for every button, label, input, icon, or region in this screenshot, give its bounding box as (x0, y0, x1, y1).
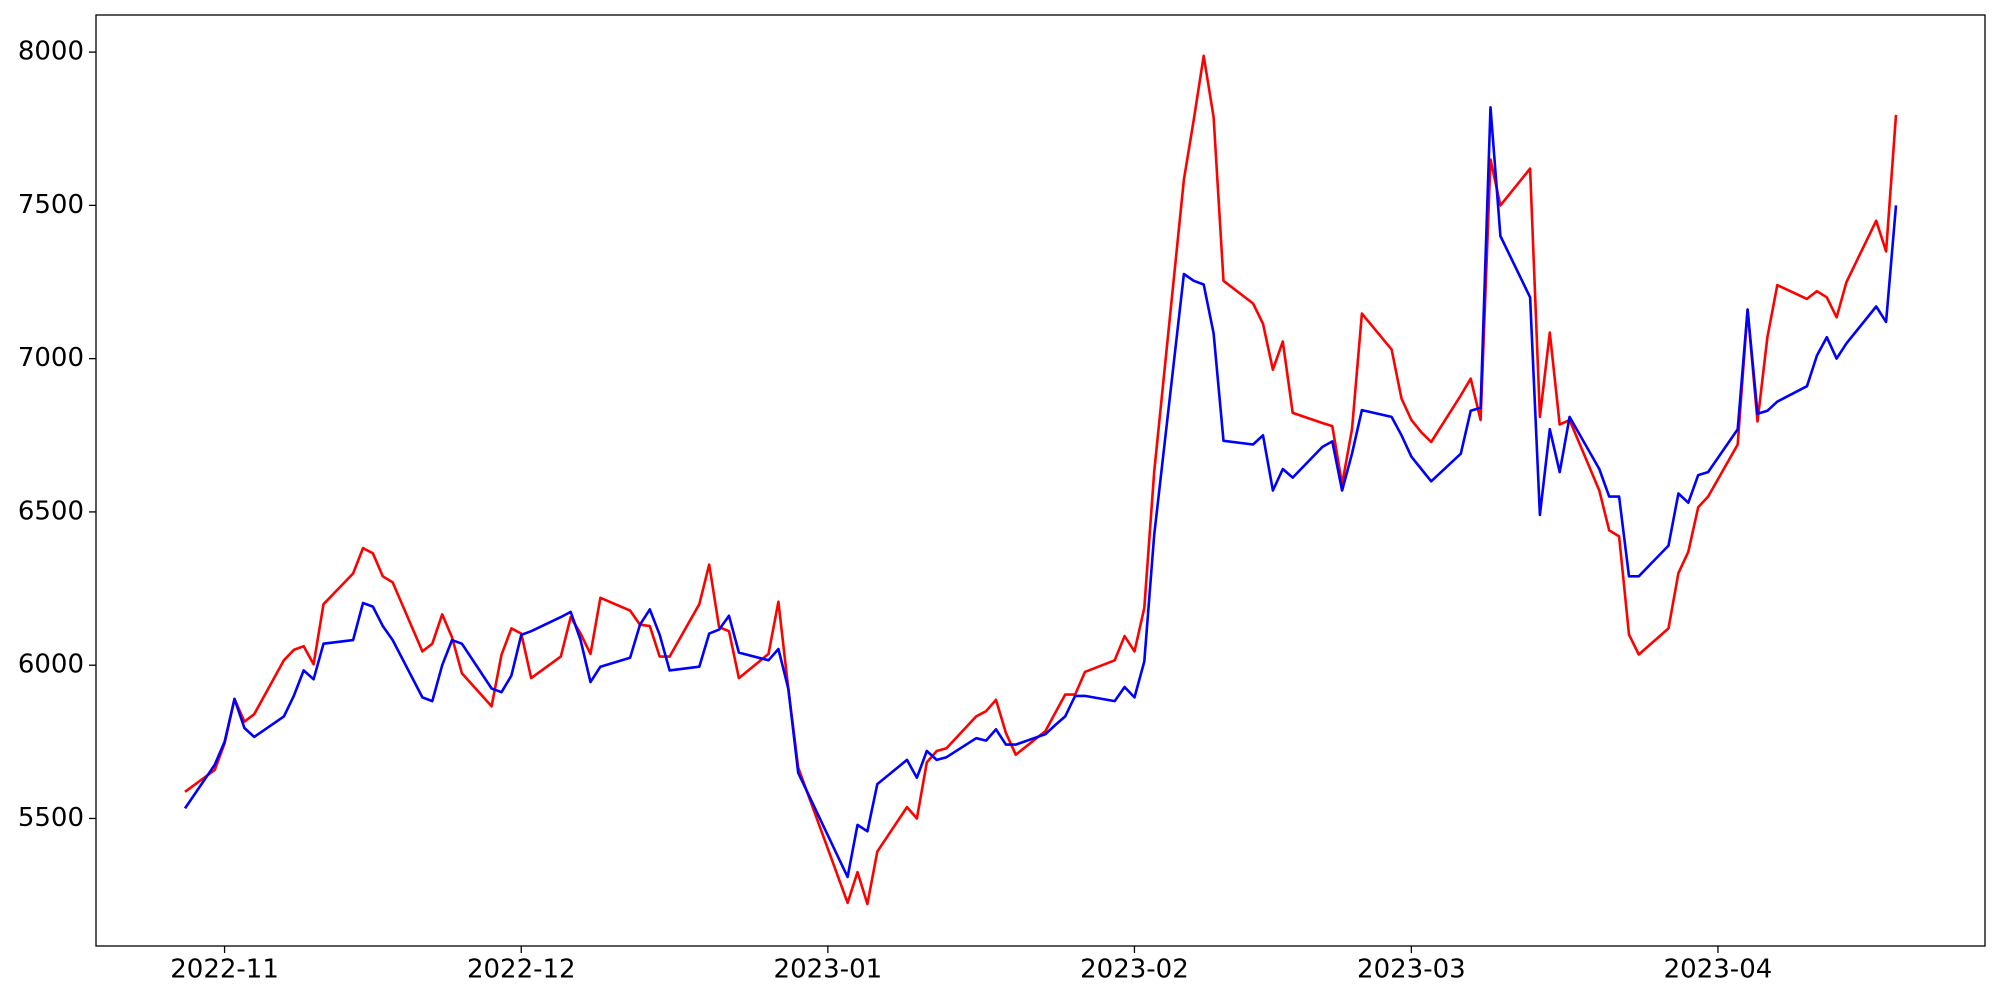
plot-frame (95, 14, 1986, 947)
line-series (183, 106, 1898, 879)
x-tick-label: 2023-04 (1664, 955, 1773, 985)
y-tick-label: 7000 (18, 343, 84, 373)
x-tick-label: 2022-12 (467, 955, 576, 985)
x-tick-label: 2023-01 (774, 955, 883, 985)
x-tick-label: 2023-03 (1357, 955, 1466, 985)
y-tick-label: 7500 (18, 190, 84, 220)
y-tick-label: 6500 (18, 496, 84, 526)
y-tick-label: 5500 (18, 803, 84, 833)
line-series (184, 54, 1898, 906)
x-tick-label: 2023-02 (1080, 955, 1189, 985)
y-tick-label: 6000 (18, 650, 84, 680)
y-tick-label: 8000 (18, 37, 84, 67)
x-tick-label: 2022-11 (170, 955, 279, 985)
